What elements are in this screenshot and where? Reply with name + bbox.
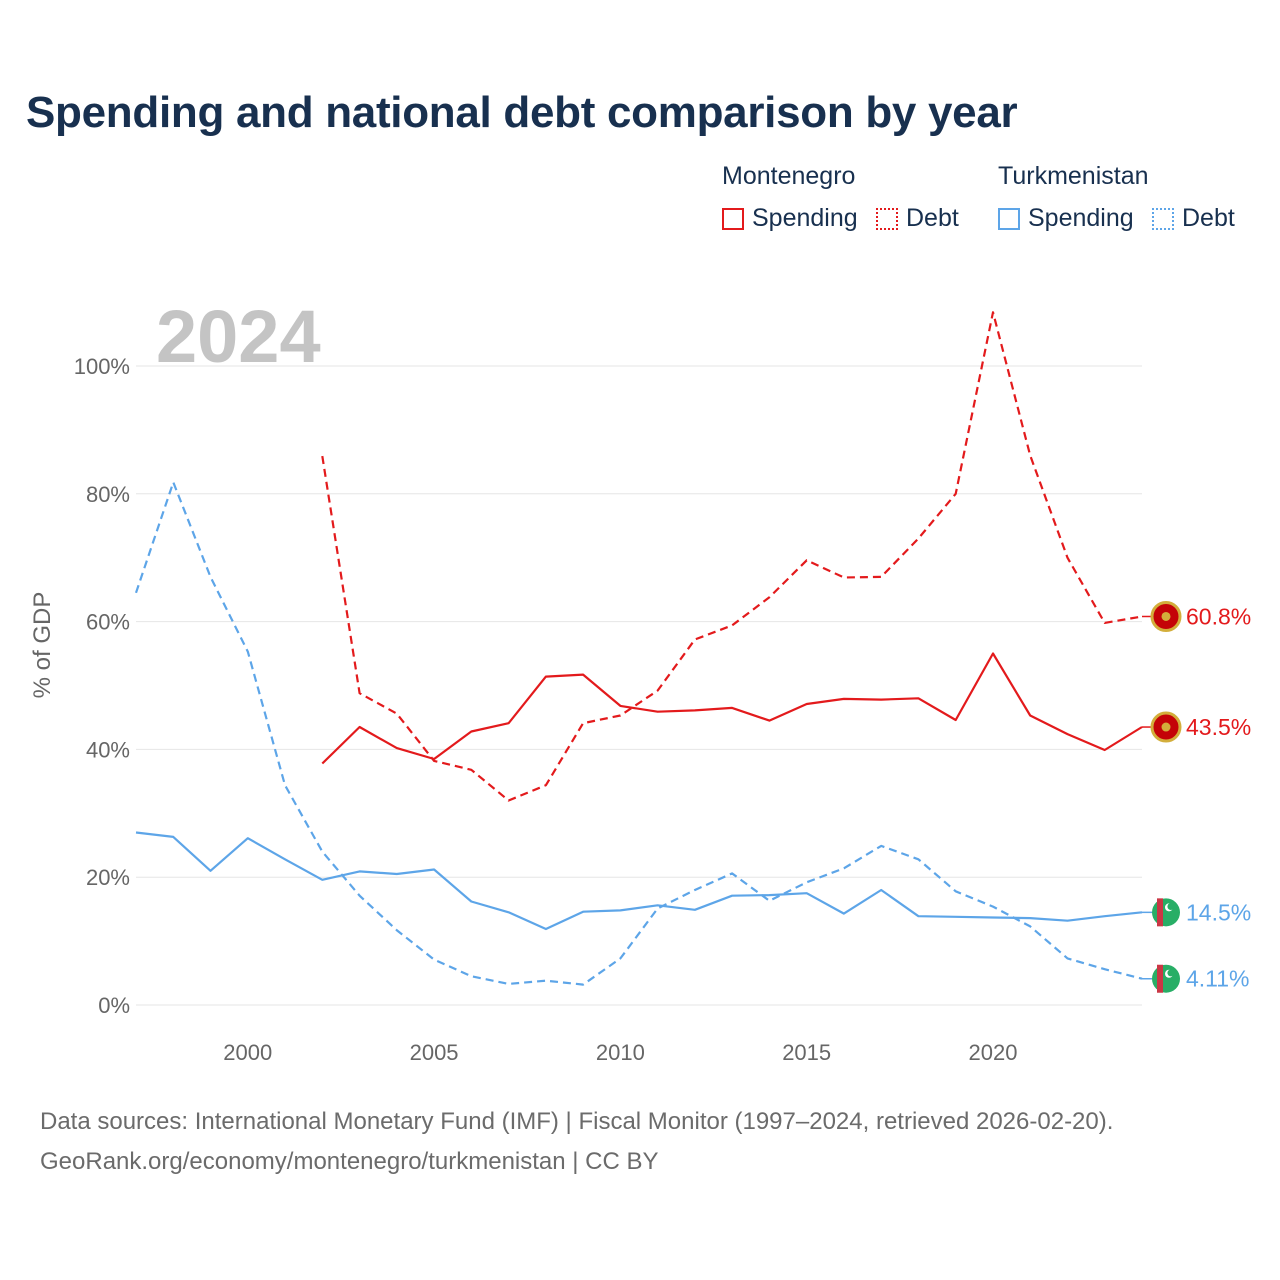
- flag-disc: [1152, 964, 1180, 993]
- x-tick-labels: 2000 2005 2010 2015 2020: [223, 1040, 1017, 1065]
- y-tick-labels: 0% 20% 40% 60% 80% 100%: [74, 354, 130, 1018]
- turkmenistan-flag-icon: [1142, 898, 1180, 927]
- turkmenistan-flag-icon: [1142, 964, 1180, 993]
- flag-disc: [1152, 898, 1180, 927]
- end-value-label: 43.5%: [1186, 714, 1251, 740]
- series-line-turkmenistan-spending[interactable]: [135, 831, 1143, 931]
- legend-montenegro-debt[interactable]: Debt: [876, 204, 959, 233]
- series-line-turkmenistan-debt[interactable]: [134, 481, 1143, 986]
- y-tick-label: 100%: [74, 354, 130, 379]
- source-text: Data sources: International Monetary Fun…: [40, 1108, 1114, 1135]
- flag-crescent-cut: [1167, 903, 1175, 910]
- x-tick-label: 2000: [223, 1040, 272, 1065]
- flag-carpet-band: [1157, 898, 1163, 927]
- series-line-montenegro-spending[interactable]: [321, 652, 1143, 765]
- x-tick-label: 2015: [782, 1040, 831, 1065]
- end-value-label: 14.5%: [1186, 899, 1251, 925]
- legend-label: Spending: [752, 204, 858, 232]
- x-tick-label: 2020: [968, 1040, 1017, 1065]
- legend-swatch-icon: [1152, 207, 1174, 230]
- montenegro-flag-icon: [1142, 711, 1182, 743]
- legend-label: Debt: [906, 204, 959, 232]
- end-value-label: 60.8%: [1186, 603, 1251, 629]
- flag-emblem: [1161, 722, 1171, 732]
- gridlines: [136, 365, 1142, 1006]
- legend-turkmenistan-title: Turkmenistan: [998, 162, 1149, 190]
- y-tick-label: 60%: [86, 610, 130, 635]
- series-lines: [134, 311, 1143, 986]
- flag-crescent-cut: [1167, 969, 1175, 977]
- legend-montenegro-title: Montenegro: [722, 162, 856, 190]
- end-value-label: 4.11%: [1186, 966, 1250, 992]
- legend-label: Spending: [1028, 204, 1134, 232]
- y-tick-label: 20%: [86, 865, 130, 890]
- source-url[interactable]: GeoRank.org/economy/montenegro/turkmenis…: [40, 1148, 659, 1175]
- legend-montenegro-spending[interactable]: Spending: [722, 204, 858, 233]
- legend-turkmenistan-spending[interactable]: Spending: [998, 204, 1134, 233]
- y-tick-label: 80%: [86, 482, 130, 507]
- year-watermark: 2024: [156, 295, 321, 378]
- legend-turkmenistan-debt[interactable]: Debt: [1152, 204, 1235, 233]
- legend-label: Debt: [1182, 204, 1235, 232]
- flag-carpet-band: [1157, 964, 1163, 993]
- montenegro-flag-icon: [1142, 600, 1182, 632]
- x-tick-label: 2005: [410, 1040, 459, 1065]
- y-tick-label: 40%: [86, 737, 130, 762]
- end-markers: 43.5% 60.8% 14.5% 4.11%: [1142, 600, 1251, 993]
- x-tick-label: 2010: [596, 1040, 645, 1065]
- legend-swatch-icon: [998, 207, 1020, 230]
- chart-title: Spending and national debt comparison by…: [26, 88, 1018, 137]
- y-axis-label: % of GDP: [29, 592, 56, 699]
- y-tick-label: 0%: [98, 993, 130, 1018]
- legend-swatch-icon: [876, 207, 898, 230]
- flag-emblem: [1161, 611, 1171, 621]
- series-line-montenegro-debt[interactable]: [321, 311, 1143, 802]
- legend-swatch-icon: [722, 207, 744, 230]
